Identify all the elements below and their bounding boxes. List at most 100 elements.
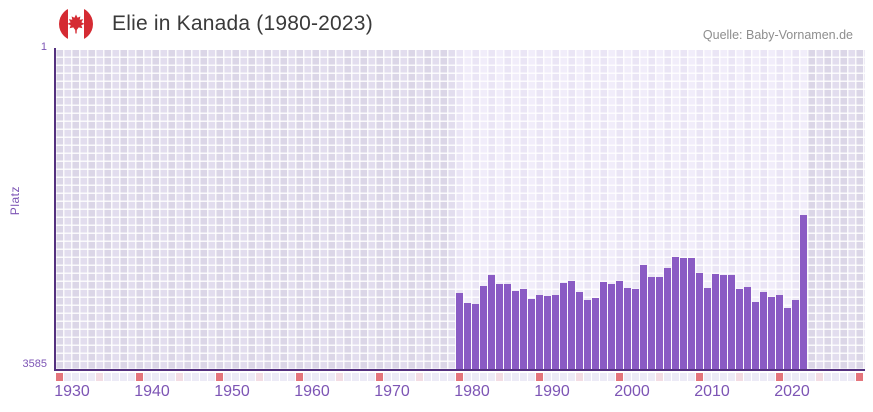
bar-2018[interactable] bbox=[759, 292, 767, 370]
year-tick-1976 bbox=[423, 373, 431, 381]
x-tick-label-2000: 2000 bbox=[614, 383, 650, 400]
bar-1995[interactable] bbox=[575, 291, 583, 370]
bar-1981[interactable] bbox=[463, 303, 471, 370]
year-tick-2013 bbox=[719, 373, 727, 381]
bar-2004[interactable] bbox=[647, 276, 655, 370]
bar-2002[interactable] bbox=[631, 289, 639, 370]
bar-1985[interactable] bbox=[495, 283, 503, 370]
bar-2023[interactable] bbox=[799, 214, 807, 370]
year-tick-1950 bbox=[215, 373, 223, 381]
year-tick-2027 bbox=[831, 373, 839, 381]
year-tick-1951 bbox=[223, 373, 231, 381]
bar-1994[interactable] bbox=[567, 280, 575, 370]
bar-1989[interactable] bbox=[527, 299, 535, 370]
year-tick-1987 bbox=[511, 373, 519, 381]
bar-2014[interactable] bbox=[727, 274, 735, 370]
bar-1992[interactable] bbox=[551, 295, 559, 370]
bar-1999[interactable] bbox=[607, 283, 615, 370]
bar-2016[interactable] bbox=[743, 287, 751, 370]
bar-1997[interactable] bbox=[591, 297, 599, 370]
year-tick-1988 bbox=[519, 373, 527, 381]
year-tick-1960 bbox=[295, 373, 303, 381]
year-tick-1943 bbox=[159, 373, 167, 381]
bar-2012[interactable] bbox=[711, 274, 719, 370]
bar-2010[interactable] bbox=[695, 272, 703, 370]
year-tick-1965 bbox=[335, 373, 343, 381]
x-tick-label-1930: 1930 bbox=[54, 383, 90, 400]
bar-2017[interactable] bbox=[751, 301, 759, 370]
year-tick-1930 bbox=[55, 373, 63, 381]
bar-1988[interactable] bbox=[519, 289, 527, 370]
bar-2022[interactable] bbox=[791, 299, 799, 370]
y-axis-title: Platz bbox=[8, 186, 22, 216]
bar-2003[interactable] bbox=[639, 265, 647, 370]
bar-2001[interactable] bbox=[623, 287, 631, 370]
year-tick-1981 bbox=[463, 373, 471, 381]
year-tick-1954 bbox=[247, 373, 255, 381]
bar-2013[interactable] bbox=[719, 274, 727, 370]
year-tick-1982 bbox=[471, 373, 479, 381]
year-tick-2000 bbox=[615, 373, 623, 381]
bar-2005[interactable] bbox=[655, 276, 663, 370]
year-tick-1942 bbox=[151, 373, 159, 381]
year-tick-1933 bbox=[79, 373, 87, 381]
x-tick-label-1950: 1950 bbox=[214, 383, 250, 400]
bar-1986[interactable] bbox=[503, 283, 511, 370]
bar-2015[interactable] bbox=[735, 289, 743, 370]
year-tick-2019 bbox=[767, 373, 775, 381]
year-tick-1991 bbox=[543, 373, 551, 381]
year-tick-1980 bbox=[455, 373, 463, 381]
year-tick-2001 bbox=[623, 373, 631, 381]
year-tick-1963 bbox=[319, 373, 327, 381]
year-tick-2016 bbox=[743, 373, 751, 381]
year-tick-2018 bbox=[759, 373, 767, 381]
x-tick-label-1980: 1980 bbox=[454, 383, 490, 400]
bar-2007[interactable] bbox=[671, 257, 679, 370]
bar-1993[interactable] bbox=[559, 282, 567, 370]
year-tick-2011 bbox=[703, 373, 711, 381]
bar-1998[interactable] bbox=[599, 282, 607, 370]
year-tick-2022 bbox=[791, 373, 799, 381]
year-tick-1996 bbox=[583, 373, 591, 381]
bar-1996[interactable] bbox=[583, 299, 591, 370]
year-tick-1978 bbox=[439, 373, 447, 381]
year-tick-1938 bbox=[119, 373, 127, 381]
chart-title: Elie in Kanada (1980-2023) bbox=[112, 12, 373, 35]
y-tick-bottom: 3585 bbox=[22, 358, 47, 370]
canada-flag-icon bbox=[59, 7, 93, 41]
bar-2021[interactable] bbox=[783, 307, 791, 370]
bar-2000[interactable] bbox=[615, 280, 623, 370]
year-tick-1947 bbox=[191, 373, 199, 381]
x-tick-label-1960: 1960 bbox=[294, 383, 330, 400]
bar-1990[interactable] bbox=[535, 294, 543, 370]
bar-2006[interactable] bbox=[663, 267, 671, 370]
year-tick-2012 bbox=[711, 373, 719, 381]
year-tick-1989 bbox=[527, 373, 535, 381]
bar-1983[interactable] bbox=[479, 285, 487, 370]
bar-2019[interactable] bbox=[767, 296, 775, 370]
year-tick-1941 bbox=[143, 373, 151, 381]
bar-2011[interactable] bbox=[703, 288, 711, 370]
year-tick-2015 bbox=[735, 373, 743, 381]
year-tick-2009 bbox=[687, 373, 695, 381]
bar-2009[interactable] bbox=[687, 257, 695, 370]
year-tick-1986 bbox=[503, 373, 511, 381]
year-tick-1971 bbox=[383, 373, 391, 381]
bar-1982[interactable] bbox=[471, 304, 479, 370]
year-tick-1937 bbox=[111, 373, 119, 381]
year-tick-2008 bbox=[679, 373, 687, 381]
bar-1984[interactable] bbox=[487, 274, 495, 370]
bar-2020[interactable] bbox=[775, 295, 783, 370]
year-tick-1966 bbox=[343, 373, 351, 381]
year-tick-2029 bbox=[847, 373, 855, 381]
bar-1980[interactable] bbox=[455, 292, 463, 370]
year-tick-1946 bbox=[183, 373, 191, 381]
year-tick-1944 bbox=[167, 373, 175, 381]
bar-2008[interactable] bbox=[679, 257, 687, 370]
year-tick-1999 bbox=[607, 373, 615, 381]
bar-1987[interactable] bbox=[511, 290, 519, 370]
year-tick-1983 bbox=[479, 373, 487, 381]
bar-1991[interactable] bbox=[543, 296, 551, 370]
year-tick-2003 bbox=[639, 373, 647, 381]
year-tick-2006 bbox=[663, 373, 671, 381]
